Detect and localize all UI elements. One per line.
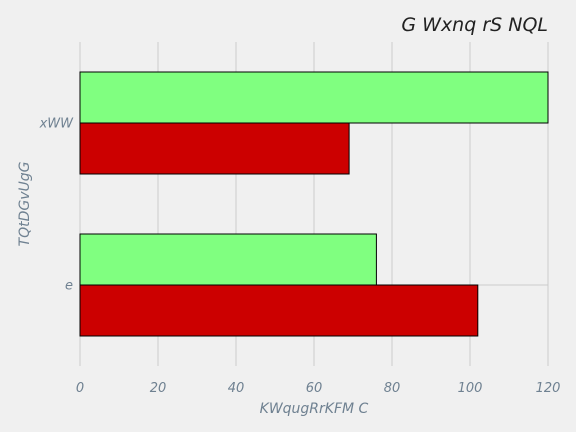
bar-series-1-xWW	[79, 122, 350, 175]
x-tick-label: 60	[306, 381, 323, 396]
bars	[79, 71, 549, 337]
tick-labels: 0 20 40 60 80 100 120 e xWW	[39, 117, 561, 397]
x-tick-label: 100	[458, 381, 483, 396]
x-tick-label: 40	[228, 381, 245, 396]
y-axis-label: TQtDGvUgG	[17, 161, 33, 246]
chart-title: G Wxnq rS NQL	[401, 14, 548, 36]
y-tick-label: e	[65, 279, 73, 294]
bar-series-1-e	[79, 284, 479, 337]
bar-series-2-xWW	[79, 71, 549, 124]
x-tick-label: 120	[536, 381, 561, 396]
x-tick-label: 0	[76, 381, 84, 396]
x-tick-label: 20	[150, 381, 167, 396]
y-tick-label: xWW	[39, 117, 75, 132]
x-tick-label: 80	[384, 381, 401, 396]
x-axis-label: KWqugRrKFM C	[260, 401, 369, 417]
bar-series-2-e	[79, 233, 377, 286]
